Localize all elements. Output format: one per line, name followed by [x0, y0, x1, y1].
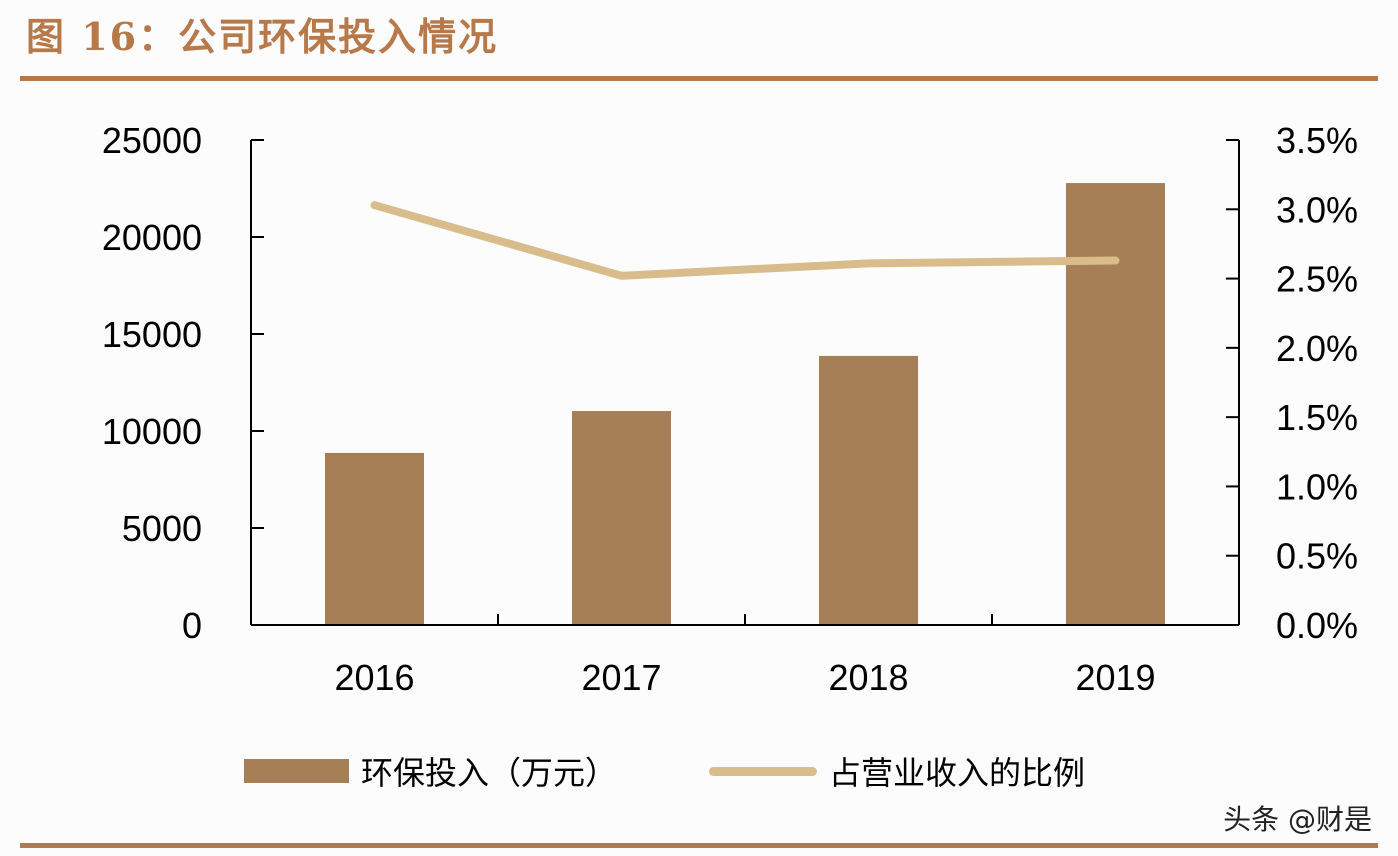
- bar: [325, 452, 424, 625]
- bar-swatch-icon: [244, 759, 349, 783]
- right-tick-label: 1.0%: [1276, 466, 1358, 507]
- left-tick-label: 0: [182, 605, 202, 646]
- x-tick-label: 2019: [1075, 657, 1155, 698]
- x-tick-label: 2018: [828, 657, 908, 698]
- legend-label-bar: 环保投入（万元）: [361, 754, 618, 792]
- left-tick-label: 15000: [102, 314, 202, 355]
- left-tick-label: 20000: [102, 217, 202, 258]
- right-tick-label: 1.5%: [1276, 397, 1358, 438]
- bar: [572, 411, 671, 625]
- line-swatch-icon: [709, 766, 818, 776]
- top-divider: [20, 76, 1378, 81]
- right-tick-label: 0.0%: [1276, 605, 1358, 646]
- right-tick-label: 3.5%: [1276, 120, 1358, 161]
- x-tick-label: 2017: [581, 657, 661, 698]
- right-tick-label: 2.0%: [1276, 328, 1358, 369]
- right-tick-label: 0.5%: [1276, 536, 1358, 577]
- legend-item-line: 占营业收入的比例: [709, 748, 1085, 794]
- chart-area: 0 5000 10000 15000 20000 25000 0.0% 0.5% 1.0% 1.5…: [102, 120, 1358, 698]
- left-tick-label: 25000: [102, 120, 202, 161]
- watermark: 头条 @财是: [1223, 803, 1372, 836]
- ratio-line: [370, 201, 1120, 280]
- left-tick-label: 5000: [122, 508, 202, 549]
- legend-item-bar: 环保投入（万元）: [244, 748, 617, 794]
- x-tick-label: 2016: [334, 657, 414, 698]
- chart-title: 图 16：公司环保投入情况: [26, 14, 499, 59]
- legend-label-line: 占营业收入的比例: [829, 754, 1086, 792]
- legend: 环保投入（万元） 占营业收入的比例: [244, 748, 1177, 794]
- right-tick-label: 2.5%: [1276, 259, 1358, 300]
- bottom-divider: [20, 843, 1378, 848]
- right-tick-label: 3.0%: [1276, 189, 1358, 230]
- left-tick-label: 10000: [102, 411, 202, 452]
- bar: [1066, 183, 1165, 625]
- bar: [819, 355, 918, 625]
